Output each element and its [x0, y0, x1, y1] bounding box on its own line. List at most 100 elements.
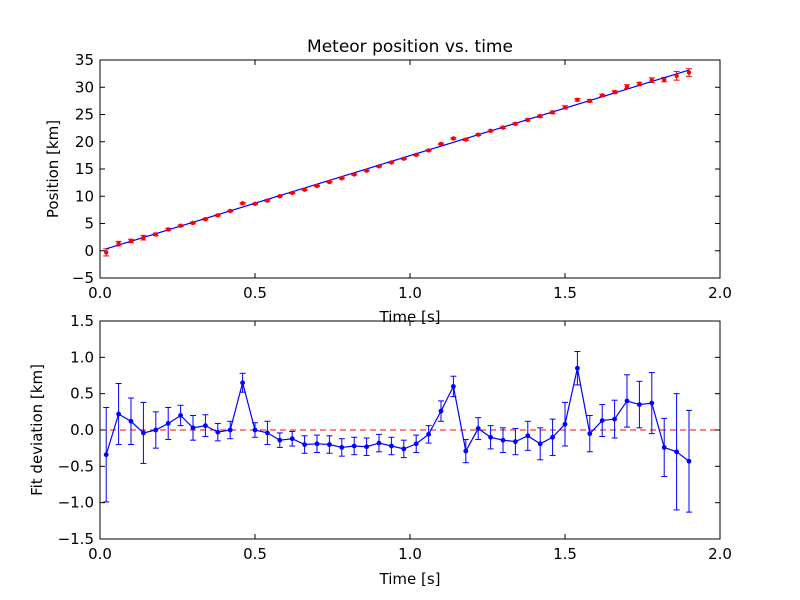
bottom-data-point: [488, 434, 493, 440]
top-y-tick-label: 20: [75, 133, 94, 151]
bottom-y-tick-label: −1.0: [58, 494, 94, 512]
bottom-data-point: [438, 408, 444, 414]
bottom-data-point: [277, 437, 283, 443]
bottom-data-point: [475, 426, 481, 431]
top-y-tick-label: 25: [75, 106, 94, 124]
top-data-point: [178, 223, 183, 228]
bottom-chart-ticks: 0.0 0.5 1.0 1.5 2.0 −1.5 −1.0 −0.5 0.0 0.5 1.0 1.5: [58, 312, 732, 563]
bottom-data-point: [289, 436, 295, 442]
bottom-data-point: [624, 398, 630, 404]
top-y-tick-label: 30: [75, 78, 94, 96]
bottom-data-point: [550, 434, 555, 440]
top-y-tick-label: −5: [72, 269, 94, 287]
bottom-data-point: [599, 418, 605, 423]
top-data-point: [376, 164, 382, 169]
top-data-point: [364, 168, 369, 173]
bottom-x-tick-label: 0.0: [88, 545, 112, 563]
top-data-point: [401, 156, 406, 161]
bottom-data-point: [426, 431, 431, 437]
bottom-data-point: [128, 418, 134, 424]
top-data-point: [575, 97, 580, 102]
top-data-point: [562, 105, 568, 110]
top-data-point: [538, 113, 543, 119]
bottom-data-point: [376, 440, 382, 446]
top-data-point: [451, 136, 456, 141]
top-data-point: [686, 70, 692, 75]
bottom-y-tick-label: 1.5: [70, 312, 94, 330]
top-data-point: [203, 216, 208, 222]
bottom-data-point: [463, 448, 469, 454]
top-y-tick-label: 35: [75, 51, 94, 69]
top-data-point: [190, 220, 196, 226]
bottom-data-point: [314, 441, 320, 447]
top-data-point: [228, 208, 233, 214]
top-chart-ticks: 0.0 0.5 1.0 1.5 2.0 −5 0 5 10 15 20 25 30 35: [72, 51, 732, 302]
top-data-point: [612, 89, 617, 95]
top-data-point: [302, 187, 307, 192]
top-data-point: [277, 194, 282, 199]
top-data-point: [141, 235, 146, 240]
top-data-point: [476, 132, 481, 137]
bottom-data-point: [537, 441, 543, 447]
bottom-data-point: [674, 449, 679, 455]
bottom-data-point: [240, 380, 246, 386]
bottom-data-point: [116, 411, 121, 417]
bottom-data-point: [227, 427, 233, 433]
top-data-point: [513, 121, 518, 126]
bottom-data-point: [389, 443, 394, 449]
bottom-data-point: [413, 441, 419, 447]
bottom-x-tick-label: 1.5: [553, 545, 577, 563]
bottom-y-axis-label: Fit deviation [km]: [28, 364, 46, 496]
bottom-data-point: [562, 421, 568, 427]
bottom-data-point: [364, 444, 369, 450]
top-data-point: [414, 152, 419, 158]
top-data-point: [153, 232, 158, 237]
bottom-data-point: [302, 442, 307, 447]
bottom-data-point: [141, 430, 146, 436]
top-data-point: [104, 250, 109, 255]
top-data-point: [637, 81, 642, 87]
bottom-data-point: [587, 431, 593, 437]
top-data-point: [624, 84, 630, 89]
top-data-point: [128, 238, 134, 244]
top-data-point: [252, 201, 258, 207]
top-data-point: [674, 73, 679, 79]
top-data-point: [240, 201, 245, 206]
top-x-tick-label: 1.0: [398, 284, 422, 302]
bottom-x-axis-label: Time [s]: [379, 570, 441, 588]
top-data-point: [327, 179, 332, 185]
bottom-data-point: [575, 365, 580, 371]
bottom-data-point: [661, 445, 667, 450]
top-x-tick-label: 0.5: [243, 284, 267, 302]
bottom-data-point: [265, 430, 270, 436]
top-data-point: [463, 137, 468, 142]
bottom-x-tick-label: 2.0: [708, 545, 732, 563]
top-chart-marks: [103, 68, 692, 257]
bottom-data-point: [351, 443, 357, 449]
top-data-point: [166, 227, 171, 232]
top-y-tick-label: 10: [75, 187, 94, 205]
top-data-point: [649, 77, 654, 83]
top-data-point: [265, 198, 270, 203]
bottom-data-point: [178, 413, 184, 418]
bottom-chart-marks: [100, 351, 720, 513]
bottom-data-point: [153, 427, 159, 433]
bottom-data-point: [500, 437, 506, 443]
bottom-data-point: [165, 421, 171, 426]
bottom-data-point: [401, 446, 407, 452]
top-data-point: [116, 241, 121, 246]
top-data-point: [550, 110, 555, 115]
top-x-tick-label: 1.5: [553, 284, 577, 302]
bottom-data-point: [637, 402, 642, 407]
bottom-y-tick-label: 1.0: [70, 348, 94, 366]
bottom-data-point: [612, 416, 617, 422]
top-data-point: [587, 98, 592, 104]
bottom-data-point: [339, 445, 345, 450]
top-data-point: [215, 213, 220, 218]
top-chart-title: Meteor position vs. time: [307, 37, 513, 57]
top-data-point: [600, 93, 605, 98]
top-data-point: [438, 141, 444, 147]
top-data-point: [426, 148, 431, 153]
bottom-x-tick-label: 0.5: [243, 545, 267, 563]
top-x-tick-label: 0.0: [88, 284, 112, 302]
